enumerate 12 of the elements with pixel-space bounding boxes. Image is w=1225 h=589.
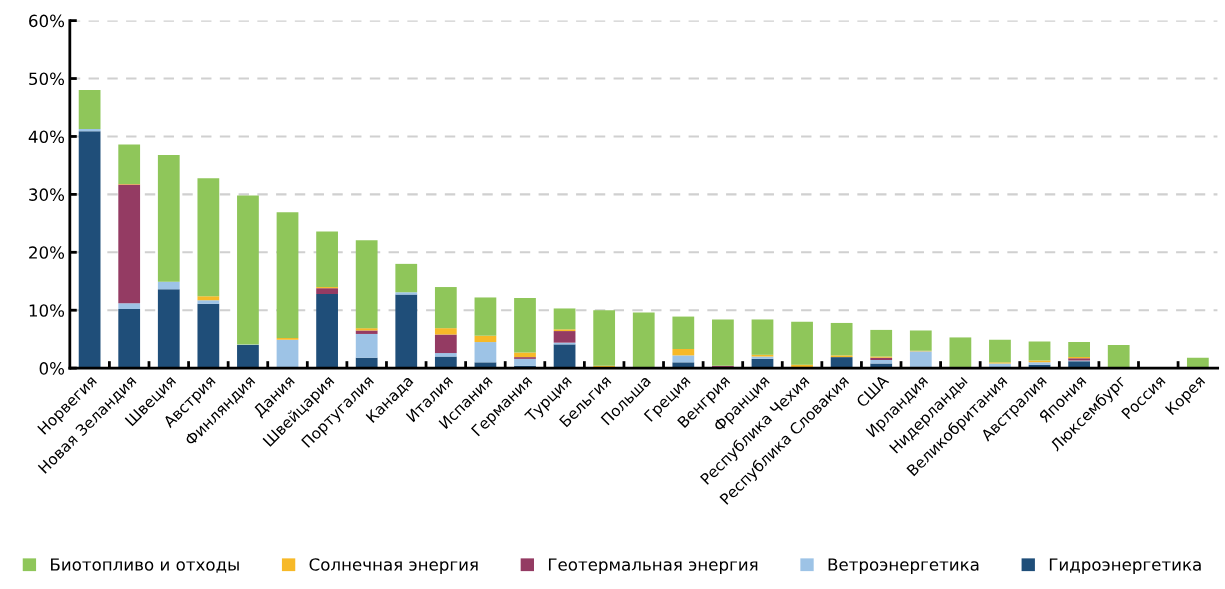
y-tick-label: 60%: [29, 14, 65, 28]
y-tick-label: 20%: [29, 246, 65, 259]
y-tick-label: 50%: [29, 72, 65, 86]
y-tick-label: 10%: [29, 304, 65, 317]
y-tick-label: 40%: [28, 130, 65, 144]
y-tick-label: 30%: [29, 188, 65, 201]
y-tick-label: 0%: [39, 362, 65, 375]
legend-label: Биотопливо и отходы: [51, 558, 239, 573]
legend-label: Ветроэнергетика: [828, 558, 979, 574]
legend-label: Гидроэнергетика: [1049, 558, 1201, 574]
legend-label: Геотермальная энергия: [548, 558, 758, 574]
legend-label: Солнечная энергия: [309, 558, 478, 574]
